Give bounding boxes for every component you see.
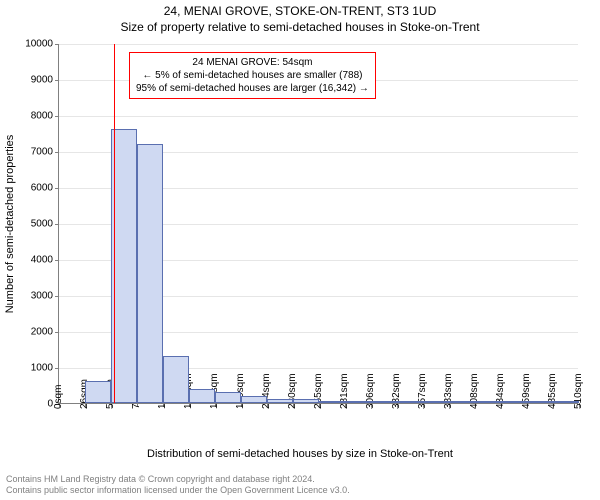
- ytick-label: 1000: [31, 363, 59, 374]
- histogram-bar: [215, 392, 241, 403]
- xtick-label: 459sqm: [521, 373, 532, 409]
- histogram-bar: [267, 399, 293, 403]
- ytick-label: 3000: [31, 291, 59, 302]
- histogram-chart: 0100020003000400050006000700080009000100…: [58, 44, 578, 404]
- ytick-label: 10000: [25, 39, 59, 50]
- ytick-label: 5000: [31, 219, 59, 230]
- title-address: 24, MENAI GROVE, STOKE-ON-TRENT, ST3 1UD: [0, 0, 600, 18]
- ytick-label: 4000: [31, 255, 59, 266]
- annotation-line2: ← 5% of semi-detached houses are smaller…: [136, 69, 369, 82]
- marker-line: [114, 44, 115, 403]
- y-axis-label: Number of semi-detached properties: [4, 135, 16, 314]
- histogram-bar: [553, 401, 579, 403]
- x-axis-label: Distribution of semi-detached houses by …: [0, 448, 600, 460]
- footer-line2: Contains public sector information licen…: [6, 485, 350, 496]
- xtick-label: 179sqm: [235, 373, 246, 409]
- annotation-line3: 95% of semi-detached houses are larger (…: [136, 82, 369, 95]
- histogram-bar: [475, 401, 501, 403]
- histogram-bar: [345, 401, 371, 403]
- gridline: [59, 116, 578, 117]
- histogram-bar: [293, 399, 319, 403]
- ytick-label: 8000: [31, 111, 59, 122]
- histogram-bar: [397, 401, 423, 403]
- histogram-bar: [423, 401, 449, 403]
- annotation-line1: 24 MENAI GROVE: 54sqm: [136, 56, 369, 69]
- histogram-bar: [241, 396, 267, 403]
- xtick-label: 255sqm: [313, 373, 324, 409]
- xtick-label: 230sqm: [287, 373, 298, 409]
- ytick-label: 7000: [31, 147, 59, 158]
- xtick-label: 204sqm: [261, 373, 272, 409]
- xtick-label: 0sqm: [53, 385, 64, 409]
- gridline: [59, 44, 578, 45]
- histogram-bar: [137, 144, 163, 403]
- histogram-bar: [85, 381, 111, 403]
- ytick-label: 9000: [31, 75, 59, 86]
- histogram-bar: [371, 401, 397, 403]
- ytick-label: 6000: [31, 183, 59, 194]
- xtick-label: 408sqm: [469, 373, 480, 409]
- histogram-bar: [189, 389, 215, 403]
- histogram-bar: [501, 401, 527, 403]
- histogram-bar: [527, 401, 553, 403]
- xtick-label: 281sqm: [339, 373, 350, 409]
- footer-attribution: Contains HM Land Registry data © Crown c…: [6, 474, 350, 496]
- xtick-label: 383sqm: [443, 373, 454, 409]
- xtick-label: 485sqm: [547, 373, 558, 409]
- title-subtitle: Size of property relative to semi-detach…: [0, 18, 600, 34]
- xtick-label: 306sqm: [365, 373, 376, 409]
- histogram-bar: [449, 401, 475, 403]
- histogram-bar: [163, 356, 189, 403]
- xtick-label: 434sqm: [495, 373, 506, 409]
- xtick-label: 357sqm: [417, 373, 428, 409]
- xtick-label: 332sqm: [391, 373, 402, 409]
- annotation-box: 24 MENAI GROVE: 54sqm← 5% of semi-detach…: [129, 52, 376, 99]
- ytick-label: 2000: [31, 327, 59, 338]
- xtick-label: 510sqm: [573, 373, 584, 409]
- footer-line1: Contains HM Land Registry data © Crown c…: [6, 474, 350, 485]
- histogram-bar: [319, 401, 345, 403]
